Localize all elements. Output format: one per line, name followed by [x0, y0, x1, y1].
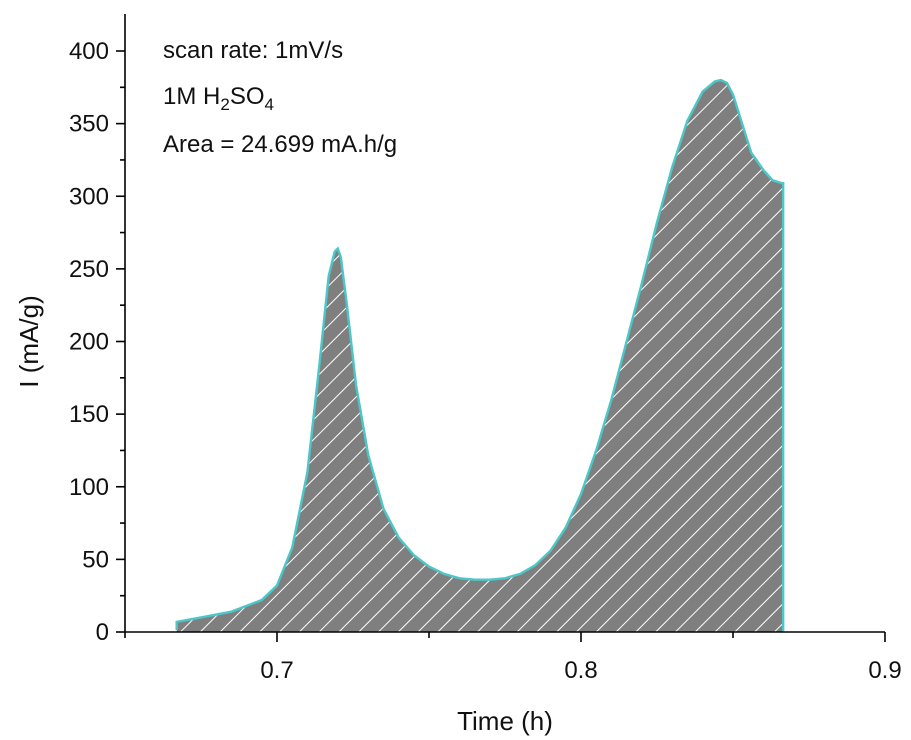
annotations: scan rate: 1mV/s 1M H2SO4 Area = 24.699 … — [163, 37, 397, 158]
x-axis-label: Time (h) — [457, 706, 553, 736]
x-tick-label: 0.7 — [260, 657, 293, 684]
y-tick-label: 50 — [82, 546, 109, 573]
x-tick-label: 0.9 — [868, 657, 901, 684]
area-fill — [176, 80, 784, 633]
y-tick-label: 100 — [69, 474, 109, 501]
series-line — [175, 78, 785, 631]
annotation-electrolyte: 1M H2SO4 — [163, 83, 274, 114]
y-tick-label: 300 — [69, 183, 109, 210]
x-ticks: 0.7 0.8 0.9 — [124, 632, 902, 684]
y-ticks: 0 50 100 150 200 250 300 350 400 — [69, 38, 125, 646]
y-tick-label: 0 — [96, 619, 109, 646]
electrolyte-prefix: 1M H — [163, 83, 220, 110]
y-tick-label: 200 — [69, 329, 109, 356]
y-tick-label: 400 — [69, 38, 109, 65]
annotation-area: Area = 24.699 mA.h/g — [163, 131, 397, 158]
plot-area — [175, 78, 785, 633]
y-tick-label: 350 — [69, 111, 109, 138]
x-tick-label: 0.8 — [564, 657, 597, 684]
y-tick-label: 250 — [69, 256, 109, 283]
y-axis-label: I (mA/g) — [14, 295, 44, 387]
electrolyte-sub2: 4 — [265, 95, 274, 114]
annotation-scan-rate: scan rate: 1mV/s — [163, 37, 343, 64]
axes: 0 50 100 150 200 250 300 350 400 0.7 0.8 0.9 — [69, 14, 902, 684]
electrolyte-sub1: 2 — [220, 95, 229, 114]
y-tick-label: 150 — [69, 401, 109, 428]
electrolyte-mid: SO — [230, 83, 265, 110]
